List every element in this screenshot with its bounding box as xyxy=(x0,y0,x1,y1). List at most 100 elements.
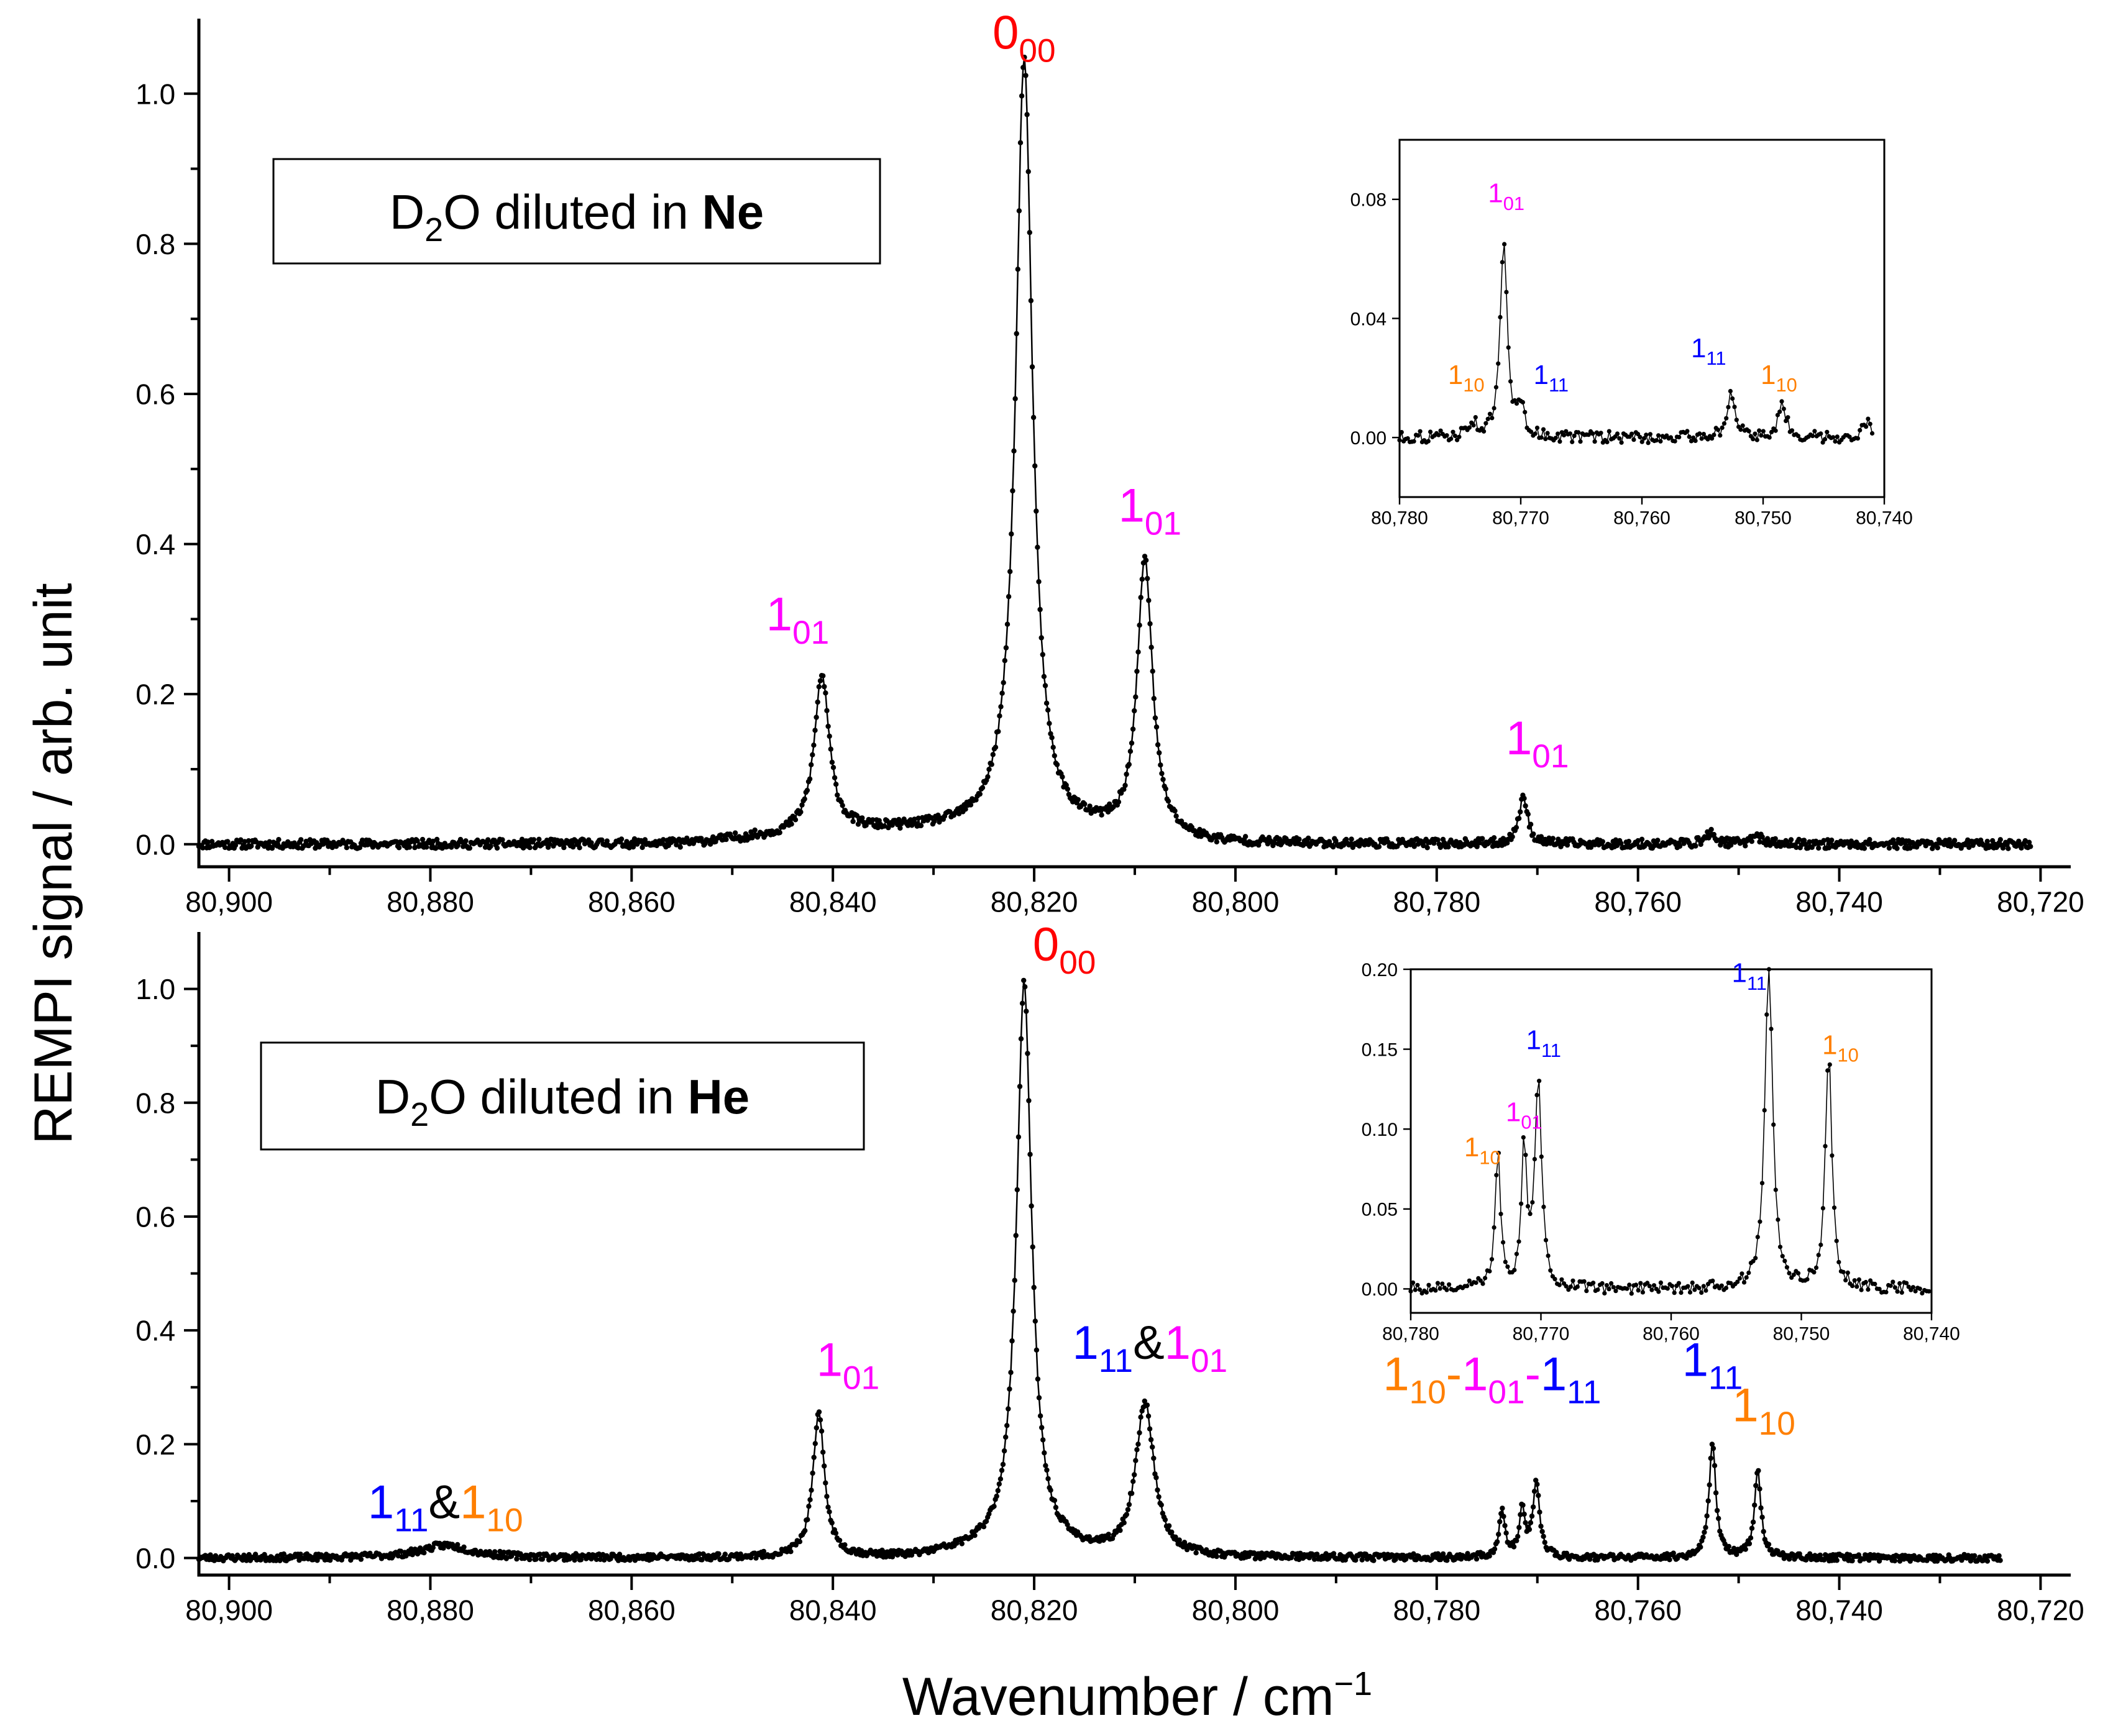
data-point xyxy=(968,802,974,808)
data-point xyxy=(1698,1544,1703,1550)
data-point xyxy=(1415,1282,1420,1287)
data-point xyxy=(1000,1461,1006,1468)
data-point xyxy=(1821,838,1827,844)
data-point xyxy=(1065,1522,1070,1527)
data-point xyxy=(295,845,301,851)
data-point xyxy=(830,765,836,770)
data-point xyxy=(1759,1181,1765,1186)
data-point xyxy=(514,1556,520,1562)
data-point xyxy=(1014,1187,1020,1193)
data-point xyxy=(1431,840,1437,846)
data-point xyxy=(1817,1552,1823,1558)
data-point xyxy=(1582,1279,1587,1284)
data-point xyxy=(1575,1284,1580,1289)
peak-label: 110​ xyxy=(1732,1379,1795,1442)
data-point xyxy=(1040,652,1046,657)
data-point xyxy=(1772,836,1778,842)
data-point xyxy=(1689,439,1694,444)
data-point xyxy=(1121,787,1127,792)
data-point xyxy=(561,844,567,851)
data-point xyxy=(1966,844,1972,851)
series-points xyxy=(1408,967,1932,1296)
data-point xyxy=(1677,435,1682,440)
data-point xyxy=(981,1524,987,1530)
data-point xyxy=(1856,1277,1861,1282)
peak-label: 101​ xyxy=(1506,712,1569,775)
data-point xyxy=(1444,433,1449,438)
data-point xyxy=(2022,838,2028,844)
data-point xyxy=(985,774,991,780)
data-point xyxy=(1214,1553,1219,1560)
data-point xyxy=(434,836,440,843)
data-point xyxy=(1578,439,1583,444)
data-point xyxy=(1684,1555,1689,1561)
x-tick-label: 80,820 xyxy=(991,1594,1078,1626)
data-point xyxy=(1447,1282,1452,1287)
data-point xyxy=(1631,437,1636,442)
data-point xyxy=(1129,740,1135,746)
data-point xyxy=(484,841,490,847)
data-point xyxy=(1781,406,1786,411)
y-tick-label: 0.4 xyxy=(135,528,175,560)
data-point xyxy=(1743,1546,1748,1552)
data-point xyxy=(618,836,625,842)
data-point xyxy=(1037,1413,1043,1418)
data-point xyxy=(1820,1206,1825,1211)
data-point xyxy=(1003,645,1009,651)
data-point xyxy=(1692,1287,1697,1292)
data-point xyxy=(1784,1265,1789,1270)
data-point xyxy=(1457,434,1462,439)
data-point xyxy=(825,1504,831,1510)
data-point xyxy=(1700,1534,1706,1540)
data-point xyxy=(827,733,832,739)
data-point xyxy=(1539,1154,1544,1159)
annotation-subscript: 10 xyxy=(1463,374,1484,396)
data-point xyxy=(1557,1282,1562,1287)
y-tick-label: 0.10 xyxy=(1362,1120,1398,1140)
data-point xyxy=(1541,1204,1546,1209)
annotation-subscript: 01 xyxy=(1191,1343,1227,1379)
data-point xyxy=(789,821,794,827)
data-point xyxy=(1529,1513,1535,1519)
data-point xyxy=(1242,834,1249,839)
data-point xyxy=(1893,841,1899,847)
data-point xyxy=(805,1517,810,1522)
data-point xyxy=(1134,669,1140,674)
data-point xyxy=(1145,1413,1152,1419)
data-point xyxy=(748,829,754,835)
data-point xyxy=(1782,1258,1787,1263)
data-point xyxy=(992,744,999,750)
data-point xyxy=(1193,1550,1199,1556)
data-point xyxy=(1159,770,1165,777)
peak-label: 000​ xyxy=(1033,918,1096,981)
data-point xyxy=(788,1549,794,1555)
annotation-subscript: 11 xyxy=(1747,972,1767,994)
data-point xyxy=(1872,1281,1877,1287)
annotation-main: & xyxy=(428,1476,460,1528)
data-point xyxy=(1907,845,1913,851)
data-point xyxy=(1006,1406,1011,1412)
data-point xyxy=(1825,429,1830,434)
annotation-main: 1 xyxy=(1506,712,1532,765)
x-tick-label: 80,780 xyxy=(1393,1594,1480,1626)
x-tick-label: 80,740 xyxy=(1856,508,1913,529)
data-point xyxy=(1910,1285,1915,1290)
data-point xyxy=(1162,1517,1168,1523)
data-point xyxy=(705,1553,712,1558)
data-point xyxy=(396,845,402,851)
data-point xyxy=(1829,838,1835,843)
annotation-subscript: 00 xyxy=(1019,33,1055,70)
data-point xyxy=(406,844,413,850)
data-point xyxy=(1543,1238,1549,1243)
data-point xyxy=(1134,1447,1140,1453)
data-point xyxy=(1592,439,1597,444)
data-point xyxy=(829,759,835,765)
data-point xyxy=(1501,1514,1506,1519)
data-point xyxy=(1169,1529,1175,1535)
data-point xyxy=(1502,242,1507,247)
data-point xyxy=(2005,846,2011,851)
data-point xyxy=(1556,836,1561,842)
data-point xyxy=(1542,1540,1547,1545)
data-point xyxy=(997,713,1002,719)
